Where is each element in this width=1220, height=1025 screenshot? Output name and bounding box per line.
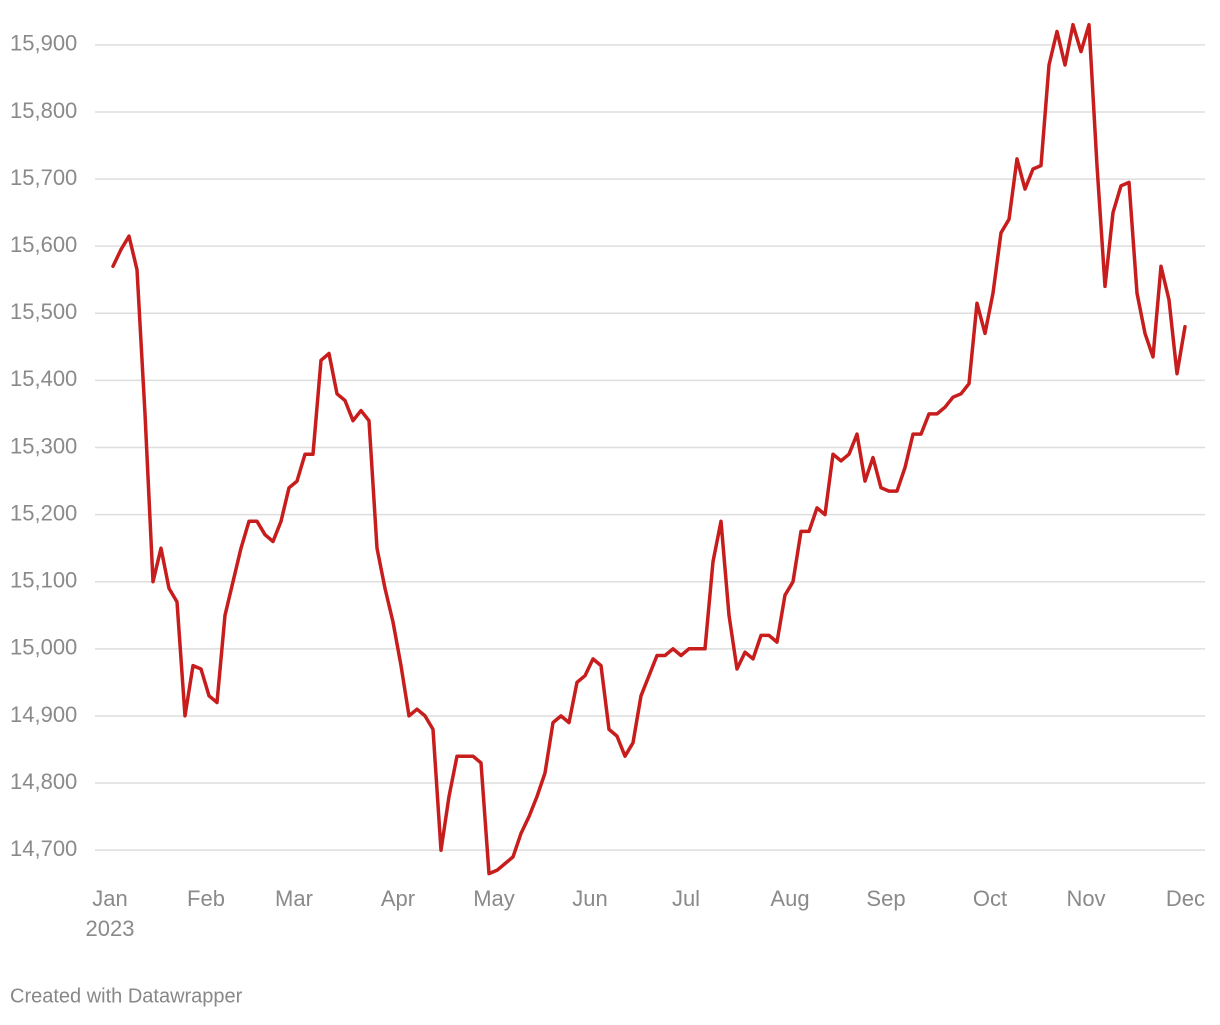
y-tick-label: 15,300 [10,433,77,458]
credit: Created with Datawrapper [10,985,243,1007]
y-tick-label: 15,600 [10,232,77,257]
y-tick-label: 15,500 [10,299,77,324]
x-tick-label: Jul [672,886,700,911]
x-tick-label: Aug [770,886,809,911]
y-tick-label: 15,800 [10,98,77,123]
x-tick-label: Oct [973,886,1007,911]
x-tick-label: Apr [381,886,415,911]
y-tick-label: 14,800 [10,769,77,794]
y-tick-label: 14,700 [10,836,77,861]
x-tick-label: Dec [1166,886,1205,911]
x-year-label: 2023 [86,916,135,941]
y-tick-label: 15,700 [10,165,77,190]
x-tick-label: Mar [275,886,313,911]
x-tick-label: Jun [572,886,607,911]
y-tick-label: 15,200 [10,500,77,525]
x-tick-label: Jan [92,886,127,911]
y-tick-label: 15,400 [10,366,77,391]
x-tick-label: Feb [187,886,225,911]
y-tick-label: 15,100 [10,568,77,593]
y-tick-label: 15,900 [10,31,77,56]
y-tick-label: 15,000 [10,635,77,660]
x-tick-label: Nov [1066,886,1105,911]
x-tick-label: May [473,886,515,911]
x-tick-label: Sep [866,886,905,911]
y-tick-label: 14,900 [10,702,77,727]
line [111,22,1187,876]
